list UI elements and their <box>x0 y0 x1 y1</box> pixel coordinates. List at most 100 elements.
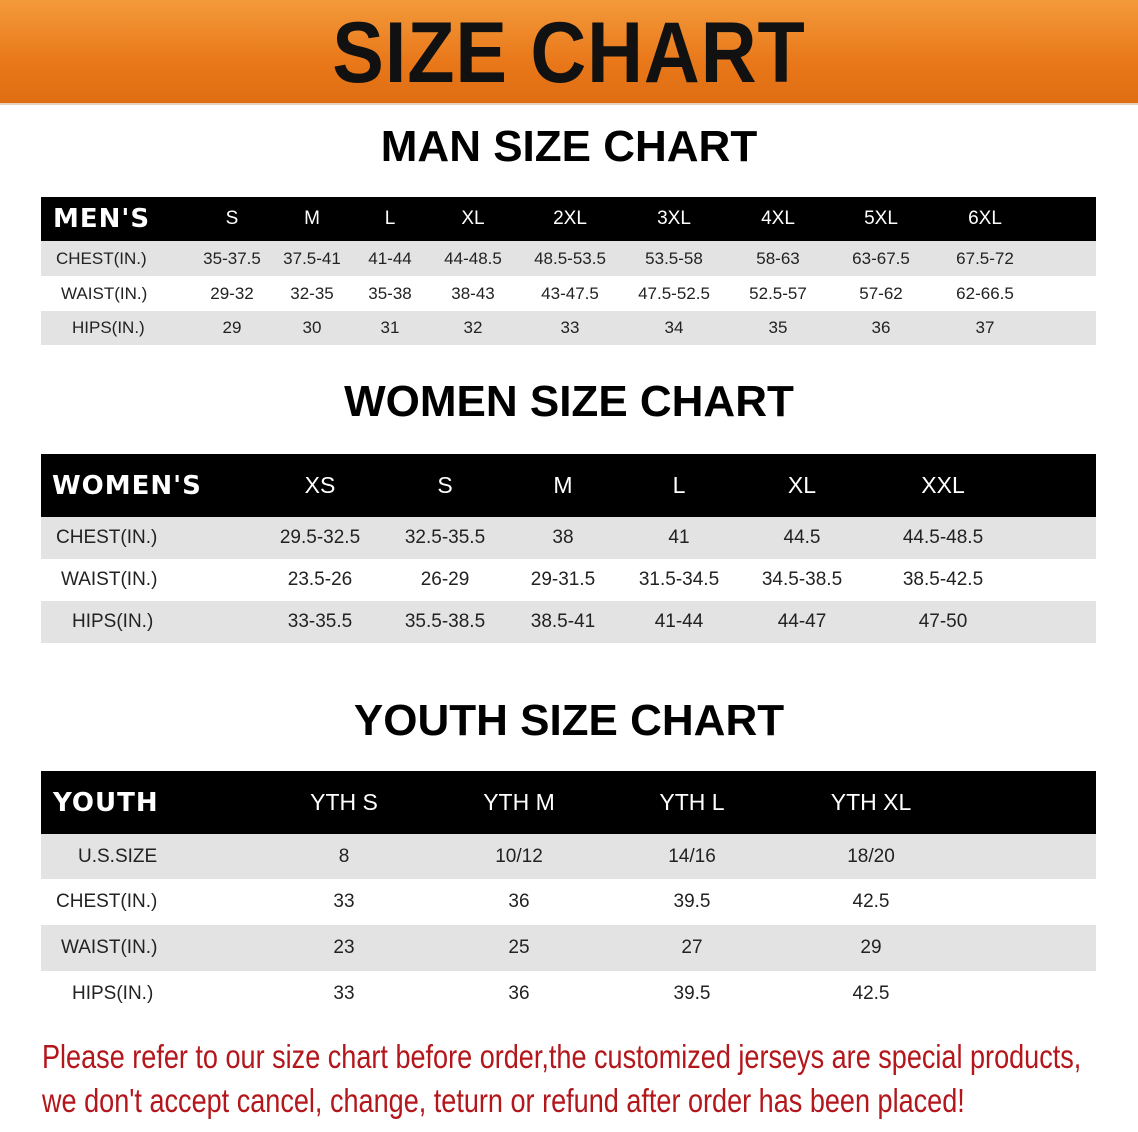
table-cell: 53.5-58 <box>645 248 703 268</box>
table-row: WAIST(IN.) 29-32 32-35 35-38 38-43 43-47.5 47.… <box>41 276 1096 311</box>
table-cell: 47.5-52.5 <box>638 283 710 303</box>
table-header-row: YOUTH YTH S YTH M YTH L YTH XL <box>41 771 1096 834</box>
size-header-cell: YTH XL <box>830 789 912 815</box>
table-cell: 35 <box>768 318 788 337</box>
men-section-title: MAN SIZE CHART <box>380 122 758 171</box>
table-cell: 27 <box>681 937 703 958</box>
table-cell: 35.5-38.5 <box>404 611 486 632</box>
table-cell: 41-44 <box>368 248 412 268</box>
size-header-cell: 6XL <box>968 208 1002 229</box>
table-cell: 34.5-38.5 <box>761 569 843 590</box>
table-cell: 10/12 <box>495 845 543 867</box>
table-cell: 44-47 <box>777 611 827 632</box>
table-cell: 31.5-34.5 <box>638 569 720 590</box>
size-chart-banner: SIZE CHART <box>0 0 1138 105</box>
table-cell: 30 <box>302 318 322 337</box>
row-label: CHEST(IN.) <box>56 891 158 912</box>
table-cell: 38.5-41 <box>530 611 596 632</box>
row-label: CHEST(IN.) <box>56 527 158 548</box>
women-section-title: WOMEN SIZE CHART <box>344 377 794 426</box>
table-cell: 34 <box>664 318 684 337</box>
table-row: WAIST(IN.) 23 25 27 29 <box>41 925 1096 971</box>
row-label: WAIST(IN.) <box>61 937 158 958</box>
table-cell: 32 <box>463 318 483 337</box>
size-header-cell: L <box>384 208 396 229</box>
table-cell: 42.5 <box>852 891 890 912</box>
table-cell: 23.5-26 <box>287 569 353 590</box>
table-cell: 32.5-35.5 <box>404 527 486 548</box>
size-header-cell: XXL <box>921 472 965 498</box>
table-cell: 35-37.5 <box>203 248 261 268</box>
table-cell: 57-62 <box>859 283 903 303</box>
table-row: U.S.SIZE 8 10/12 14/16 18/20 <box>41 834 1096 879</box>
table-row: HIPS(IN.) 33-35.5 35.5-38.5 38.5-41 41-44 44-… <box>41 601 1096 643</box>
table-cell: 29 <box>222 318 242 337</box>
table-cell: 43-47.5 <box>541 283 599 303</box>
row-label: CHEST(IN.) <box>56 248 147 268</box>
table-cell: 38 <box>552 527 574 548</box>
table-cell: 33-35.5 <box>287 611 353 632</box>
table-cell: 47-50 <box>918 611 968 632</box>
size-header-cell: S <box>437 472 453 498</box>
table-cell: 41 <box>668 527 690 548</box>
table-cell: 29-31.5 <box>530 569 596 590</box>
table-row: CHEST(IN.) 33 36 39.5 42.5 <box>41 879 1096 925</box>
table-cell: 33 <box>333 982 355 1004</box>
table-row: CHEST(IN.) 35-37.5 37.5-41 41-44 44-48.5 48.5… <box>41 241 1096 276</box>
table-cell: 8 <box>338 845 350 867</box>
note-line-1: Please refer to our size chart before or… <box>42 1038 1082 1075</box>
size-header-cell: L <box>672 472 686 498</box>
table-cell: 37.5-41 <box>283 248 341 268</box>
table-cell: 42.5 <box>852 982 890 1004</box>
table-cell: 26-29 <box>420 569 470 590</box>
table-cell: 38-43 <box>451 283 495 303</box>
table-cell: 38.5-42.5 <box>902 569 984 590</box>
table-cell: 52.5-57 <box>749 283 807 303</box>
table-cell: 44.5-48.5 <box>902 527 984 548</box>
table-cell: 29 <box>860 937 882 958</box>
table-cell: 44-48.5 <box>444 248 502 268</box>
size-header-cell: XL <box>461 208 485 229</box>
table-cell: 25 <box>508 937 530 958</box>
table-corner-label: YOUTH <box>53 787 159 818</box>
table-cell: 33 <box>333 891 355 912</box>
table-cell: 31 <box>380 318 400 337</box>
banner-title: SIZE CHART <box>332 5 806 101</box>
table-cell: 44.5 <box>783 527 821 548</box>
row-label: HIPS(IN.) <box>72 318 145 337</box>
table-corner-label: MEN'S <box>53 204 151 234</box>
table-cell: 67.5-72 <box>956 248 1014 268</box>
row-label: U.S.SIZE <box>78 845 158 867</box>
size-header-cell: M <box>304 208 320 229</box>
table-header-row: WOMEN'S XS S M L XL XXL <box>41 454 1096 517</box>
table-cell: 36 <box>508 891 530 912</box>
table-row: HIPS(IN.) 29 30 31 32 33 34 35 36 37 <box>41 311 1096 345</box>
table-cell: 41-44 <box>654 611 704 632</box>
row-label: HIPS(IN.) <box>72 611 154 632</box>
table-row: CHEST(IN.) 29.5-32.5 32.5-35.5 38 41 44.5 44.5… <box>41 517 1096 559</box>
table-cell: 32-35 <box>290 283 334 303</box>
table-cell: 35-38 <box>368 283 412 303</box>
table-cell: 62-66.5 <box>956 283 1014 303</box>
table-cell: 48.5-53.5 <box>534 248 606 268</box>
size-header-cell: M <box>553 472 573 498</box>
row-label: WAIST(IN.) <box>61 283 148 303</box>
table-cell: 14/16 <box>668 845 716 867</box>
size-header-cell: 2XL <box>553 208 587 229</box>
row-label: WAIST(IN.) <box>61 569 158 590</box>
size-header-cell: S <box>225 208 239 229</box>
note-line-2: we don't accept cancel, change, teturn o… <box>42 1082 965 1119</box>
women-size-table: WOMEN'S XS S M L XL XXL CHEST(IN.) 29.5-32.5 32.5… <box>41 454 1096 643</box>
size-header-cell: 5XL <box>864 208 898 229</box>
table-cell: 29-32 <box>210 283 254 303</box>
size-header-cell: YTH L <box>659 789 725 815</box>
table-row: HIPS(IN.) 33 36 39.5 42.5 <box>41 971 1096 1016</box>
youth-section-title: YOUTH SIZE CHART <box>353 696 785 745</box>
table-cell: 39.5 <box>673 982 711 1004</box>
size-header-cell: YTH S <box>310 789 378 815</box>
table-cell: 33 <box>560 318 580 337</box>
table-cell: 36 <box>871 318 891 337</box>
table-header-row: MEN'S S M L XL 2XL 3XL 4XL 5XL 6XL <box>41 197 1096 241</box>
row-label: HIPS(IN.) <box>72 982 154 1004</box>
size-header-cell: YTH M <box>483 789 555 815</box>
